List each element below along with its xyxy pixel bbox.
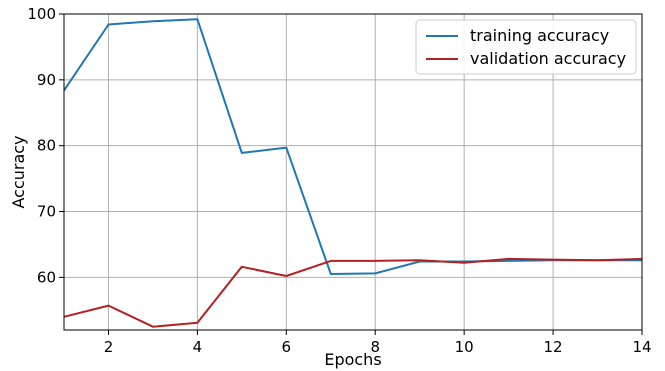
y-tick-label: 80 bbox=[37, 137, 56, 155]
x-axis-label: Epochs bbox=[324, 350, 381, 369]
x-tick-label: 4 bbox=[193, 338, 203, 356]
series-lines bbox=[63, 18, 643, 328]
x-tick-label: 6 bbox=[282, 338, 292, 356]
x-tick-label: 10 bbox=[455, 338, 474, 356]
x-tick-label: 8 bbox=[370, 338, 380, 356]
x-tick-label: 14 bbox=[632, 338, 651, 356]
x-tick-label: 12 bbox=[544, 338, 563, 356]
y-tick-label: 70 bbox=[37, 203, 56, 221]
series-line-validation bbox=[63, 257, 643, 328]
y-axis-label: Accuracy bbox=[9, 135, 28, 208]
y-tick-label: 100 bbox=[27, 5, 56, 23]
y-tick-label: 90 bbox=[37, 71, 56, 89]
plot-frame bbox=[63, 13, 643, 331]
legend: training accuracy validation accuracy bbox=[415, 19, 637, 75]
legend-label: validation accuracy bbox=[470, 49, 626, 68]
legend-box bbox=[415, 19, 637, 75]
y-tick-label: 60 bbox=[37, 268, 56, 286]
legend-label: training accuracy bbox=[470, 26, 609, 45]
x-tick-label: 2 bbox=[104, 338, 114, 356]
x-axis-ticks: 2 4 6 8 10 12 14 bbox=[104, 330, 652, 356]
y-axis-ticks: 60 70 80 90 100 bbox=[27, 5, 64, 286]
